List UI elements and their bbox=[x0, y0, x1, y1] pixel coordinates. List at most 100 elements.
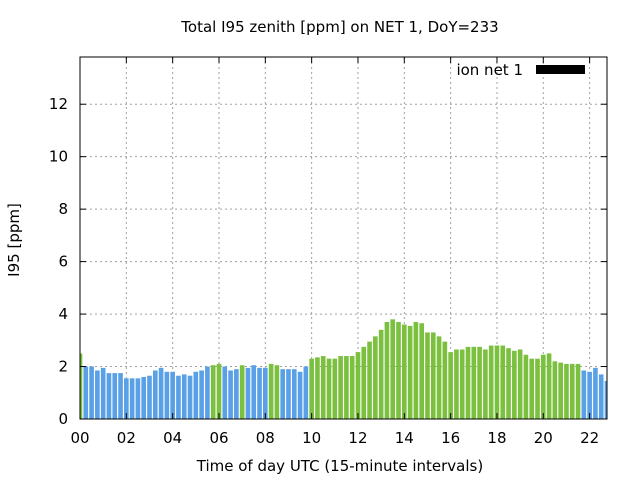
bar bbox=[118, 373, 123, 419]
bar bbox=[581, 370, 587, 419]
y-tick-label: 2 bbox=[58, 358, 68, 376]
bar bbox=[529, 358, 535, 419]
bar bbox=[367, 341, 372, 419]
bar bbox=[494, 345, 500, 419]
legend-swatch bbox=[536, 65, 585, 74]
x-tick-label: 06 bbox=[209, 429, 228, 447]
bar bbox=[257, 367, 262, 419]
bar bbox=[286, 369, 291, 419]
bar bbox=[263, 367, 268, 419]
bar bbox=[251, 365, 257, 419]
legend-label: ion net 1 bbox=[456, 61, 523, 79]
bar bbox=[598, 374, 604, 419]
bar bbox=[459, 349, 465, 419]
bar bbox=[552, 361, 558, 419]
bar bbox=[309, 358, 314, 419]
bar bbox=[297, 371, 303, 419]
bar bbox=[158, 367, 164, 419]
legend: ion net 1 bbox=[456, 61, 585, 79]
bar bbox=[413, 321, 419, 419]
x-tick-label: 16 bbox=[441, 429, 460, 447]
bar bbox=[442, 341, 448, 419]
bar bbox=[106, 373, 112, 419]
bar bbox=[373, 336, 378, 419]
bar bbox=[205, 366, 210, 419]
bar bbox=[523, 354, 529, 419]
bar bbox=[500, 345, 506, 419]
bars bbox=[80, 319, 607, 419]
bar bbox=[274, 365, 280, 419]
bar bbox=[396, 321, 401, 419]
x-tick-label: 12 bbox=[348, 429, 367, 447]
bar bbox=[361, 346, 367, 419]
bar bbox=[378, 329, 384, 419]
y-tick-label: 4 bbox=[58, 305, 68, 323]
bar bbox=[170, 371, 175, 419]
y-tick-label: 12 bbox=[49, 95, 68, 113]
bar bbox=[564, 363, 569, 419]
x-tick-label: 00 bbox=[70, 429, 89, 447]
y-axis-label: I95 [ppm] bbox=[5, 203, 23, 277]
bar bbox=[448, 352, 453, 419]
bar bbox=[326, 358, 332, 419]
x-tick-label: 20 bbox=[534, 429, 553, 447]
bar bbox=[222, 366, 228, 419]
bar bbox=[83, 366, 89, 419]
bar bbox=[430, 332, 436, 419]
bar bbox=[540, 354, 546, 419]
bar bbox=[315, 357, 320, 419]
bar bbox=[575, 363, 581, 419]
bar bbox=[535, 358, 540, 419]
x-tick-label: 18 bbox=[487, 429, 506, 447]
bar bbox=[141, 377, 147, 419]
bar bbox=[291, 369, 297, 419]
bar bbox=[454, 349, 459, 419]
bar bbox=[471, 346, 477, 419]
y-tick-label: 10 bbox=[49, 148, 68, 166]
x-tick-label: 10 bbox=[302, 429, 321, 447]
bar bbox=[234, 369, 239, 419]
bar bbox=[216, 363, 222, 419]
bar bbox=[558, 362, 563, 419]
bar bbox=[344, 356, 349, 419]
bar bbox=[604, 380, 607, 419]
x-tick-label: 22 bbox=[580, 429, 599, 447]
bar bbox=[569, 363, 575, 419]
bar bbox=[593, 367, 598, 419]
bar bbox=[245, 367, 251, 419]
bar bbox=[164, 371, 170, 419]
x-tick-label: 04 bbox=[163, 429, 182, 447]
bar bbox=[488, 345, 494, 419]
bar bbox=[95, 370, 100, 419]
bar bbox=[193, 371, 199, 419]
y-tick-label: 8 bbox=[58, 200, 68, 218]
bar bbox=[176, 375, 181, 419]
bar bbox=[483, 349, 488, 419]
bar bbox=[349, 356, 355, 419]
bar bbox=[280, 369, 286, 419]
bar bbox=[355, 352, 361, 419]
bar bbox=[124, 378, 129, 419]
bar bbox=[181, 374, 187, 419]
bar bbox=[152, 370, 158, 419]
bar bbox=[419, 323, 424, 419]
x-axis-label: Time of day UTC (15-minute intervals) bbox=[196, 457, 483, 475]
bar bbox=[89, 366, 94, 419]
bar bbox=[129, 378, 135, 419]
x-tick-label: 02 bbox=[117, 429, 136, 447]
bar bbox=[390, 319, 396, 419]
bar bbox=[465, 346, 471, 419]
bar bbox=[512, 350, 517, 419]
bar bbox=[332, 358, 338, 419]
bar bbox=[228, 370, 233, 419]
bar bbox=[268, 363, 274, 419]
bar bbox=[239, 365, 245, 419]
y-tick-label: 6 bbox=[58, 253, 68, 271]
bar bbox=[407, 325, 413, 419]
bar bbox=[147, 375, 152, 419]
bar bbox=[210, 365, 216, 419]
x-tick-label: 08 bbox=[256, 429, 275, 447]
bar bbox=[80, 353, 83, 419]
